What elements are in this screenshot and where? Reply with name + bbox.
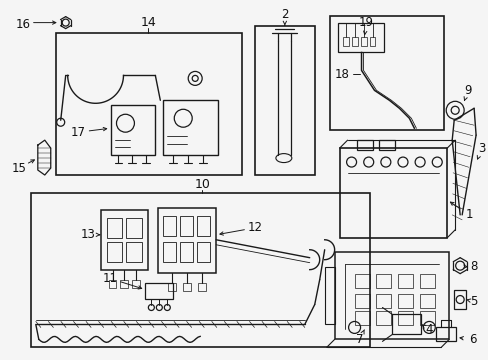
Bar: [106, 242, 122, 262]
Bar: [435, 328, 455, 341]
Bar: [158, 208, 216, 273]
Bar: [254, 26, 314, 175]
Bar: [398, 311, 412, 325]
Bar: [420, 311, 434, 325]
Bar: [398, 293, 412, 307]
Bar: [101, 210, 148, 270]
Text: 7: 7: [355, 333, 363, 346]
Bar: [339, 148, 447, 238]
Bar: [163, 242, 176, 262]
Bar: [120, 280, 128, 288]
Text: 18: 18: [334, 68, 349, 81]
Text: 6: 6: [468, 333, 476, 346]
Bar: [126, 242, 142, 262]
Bar: [376, 293, 390, 307]
Bar: [106, 218, 122, 238]
Text: 15: 15: [11, 162, 26, 175]
Bar: [163, 216, 176, 236]
Text: 2: 2: [281, 8, 288, 21]
Bar: [197, 242, 210, 262]
Bar: [376, 311, 390, 325]
Bar: [356, 140, 372, 150]
Bar: [126, 218, 142, 238]
Bar: [379, 140, 395, 150]
Text: 1: 1: [465, 208, 472, 221]
Bar: [145, 283, 173, 298]
Bar: [108, 280, 116, 288]
Text: 17: 17: [71, 126, 86, 139]
Bar: [376, 274, 390, 288]
Bar: [420, 293, 434, 307]
Text: 12: 12: [247, 221, 262, 234]
Bar: [337, 23, 384, 53]
Bar: [354, 311, 369, 325]
Bar: [324, 267, 334, 324]
Text: 14: 14: [140, 16, 156, 29]
Text: 16: 16: [15, 18, 30, 31]
Bar: [453, 289, 465, 310]
Bar: [168, 283, 176, 291]
Text: 8: 8: [469, 260, 477, 273]
Bar: [180, 242, 193, 262]
Text: 4: 4: [425, 323, 432, 336]
Bar: [329, 15, 443, 130]
Bar: [132, 280, 140, 288]
Text: 13: 13: [81, 228, 96, 241]
Bar: [398, 274, 412, 288]
Bar: [31, 193, 369, 347]
Text: 11: 11: [103, 272, 118, 285]
Bar: [56, 32, 242, 175]
Bar: [183, 283, 191, 291]
Bar: [198, 283, 206, 291]
Bar: [354, 293, 369, 307]
Bar: [334, 252, 448, 339]
Bar: [197, 216, 210, 236]
Bar: [110, 105, 155, 155]
Bar: [360, 37, 366, 45]
Text: 3: 3: [477, 141, 485, 155]
Bar: [369, 37, 375, 45]
Text: 9: 9: [464, 84, 471, 97]
Bar: [392, 315, 421, 334]
Text: 10: 10: [194, 179, 210, 192]
Bar: [180, 216, 193, 236]
Bar: [420, 274, 434, 288]
Bar: [163, 100, 218, 155]
Text: 19: 19: [358, 16, 373, 29]
Bar: [342, 37, 348, 45]
Text: 5: 5: [469, 295, 477, 308]
Bar: [351, 37, 357, 45]
Bar: [354, 274, 369, 288]
